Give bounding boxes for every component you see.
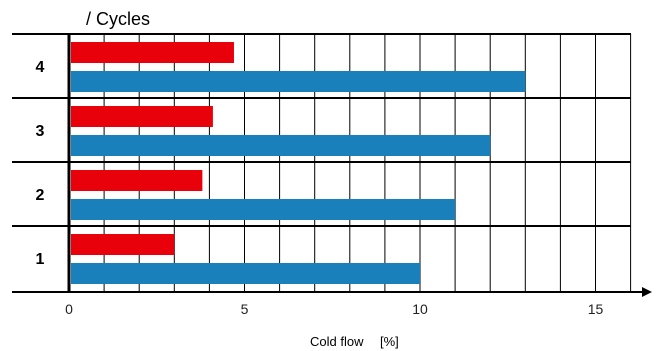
category-label: 3 [36,123,45,140]
x-tick-label: 0 [65,301,73,317]
x-axis-arrowhead [642,287,652,297]
bar-series-1-cat-1 [71,234,175,255]
x-tick-label: 5 [241,301,249,317]
x-tick-labels: 0 5 10 15 [65,301,603,317]
bar-series-2-cat-1 [71,263,420,284]
x-tick-label: 10 [412,301,428,317]
category-label: 4 [36,59,45,76]
category-labels: 1 2 3 4 [36,59,45,268]
axes [12,34,652,297]
x-tick-label: 15 [588,301,604,317]
bar-series-1-cat-4 [71,42,234,63]
bar-series-1-cat-3 [71,106,213,127]
category-label: 2 [36,187,45,204]
category-label: 1 [36,251,45,268]
y-axis-title: / Cycles [86,9,150,29]
bar-series-1-cat-2 [71,170,203,191]
bar-series-2-cat-3 [71,135,491,156]
category-separators [12,33,631,227]
bar-series-2-cat-2 [71,199,456,220]
x-axis-title: Cold flow [310,334,364,349]
bars-layer [71,42,526,284]
x-axis-unit: [%] [380,334,399,349]
bar-series-2-cat-4 [71,71,526,92]
